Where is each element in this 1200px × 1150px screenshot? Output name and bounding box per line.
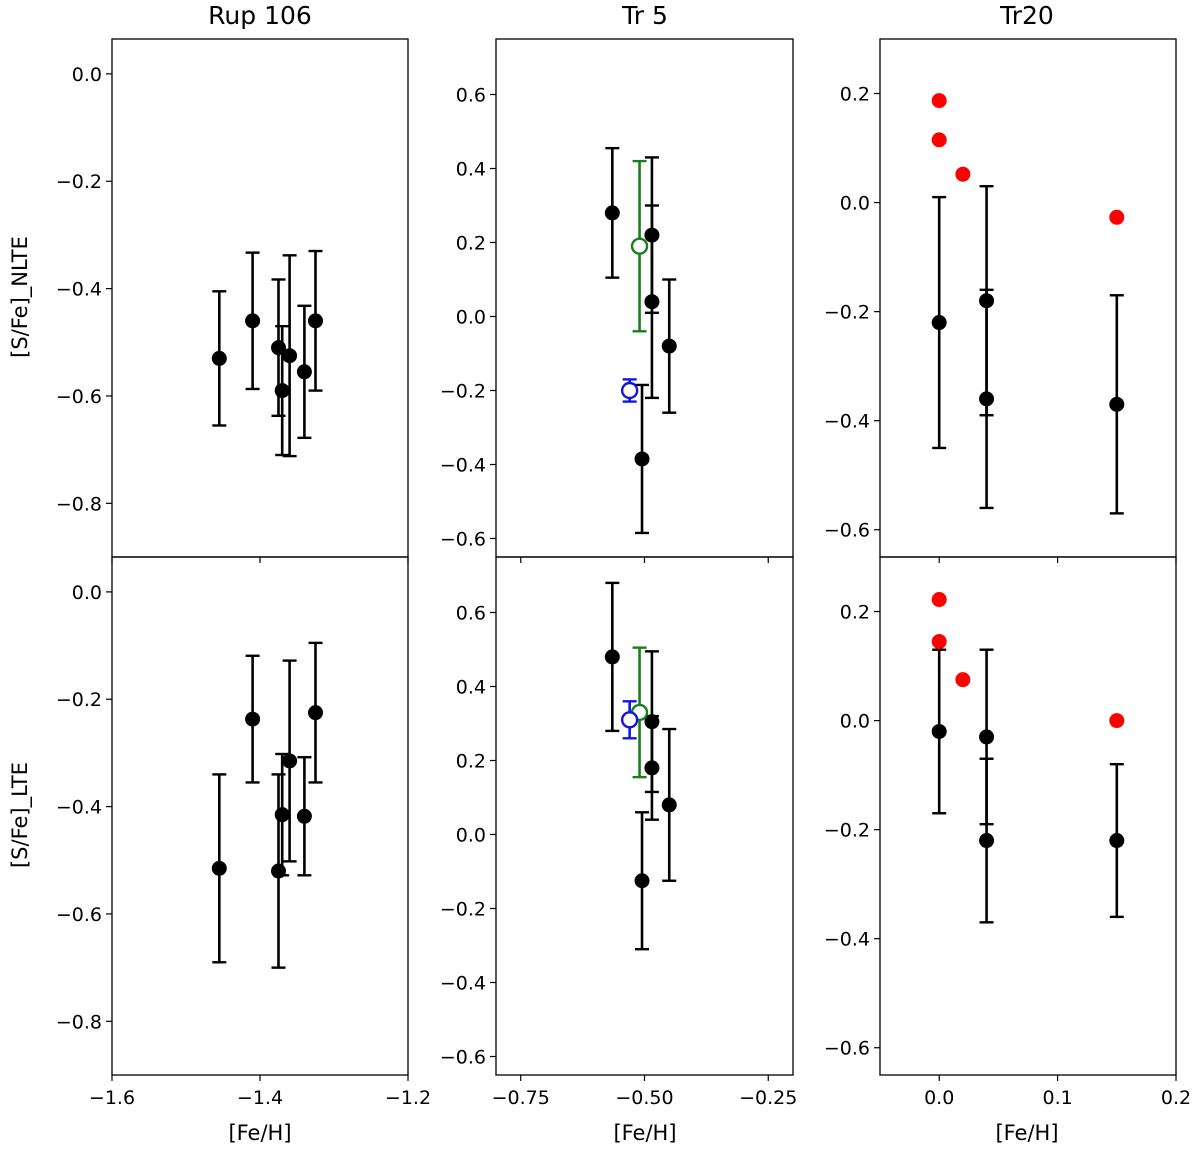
y-tick-label: 0.6 bbox=[456, 603, 486, 625]
y-tick-label: −0.4 bbox=[440, 973, 486, 995]
y-tick-label: 0.6 bbox=[456, 85, 486, 107]
y-tick-label: 0.0 bbox=[72, 582, 102, 604]
y-tick-label: −0.2 bbox=[824, 302, 870, 324]
y-tick-label: −0.8 bbox=[56, 493, 102, 515]
y-tick-label: 0.2 bbox=[456, 233, 486, 255]
comparison-red-point bbox=[955, 672, 971, 688]
y-tick-label: −0.4 bbox=[56, 279, 102, 301]
stars-point bbox=[634, 873, 650, 889]
column-title-rup106: Rup 106 bbox=[208, 1, 312, 30]
y-tick-label: −0.4 bbox=[824, 411, 870, 433]
x-tick-label: 0.1 bbox=[1042, 1087, 1072, 1109]
y-tick-label: −0.4 bbox=[440, 455, 486, 477]
column-title-tr20: Tr20 bbox=[999, 1, 1054, 30]
y-tick-label: 0.4 bbox=[456, 159, 486, 181]
panel-frame bbox=[879, 556, 1177, 1076]
y-tick-label: −0.2 bbox=[440, 899, 486, 921]
stars-point bbox=[604, 649, 620, 665]
panel-tr5-nlte: 0.6 0.4 0.2 0.0 −0.2 −0.4 −0.6 bbox=[440, 38, 794, 563]
y-tick-label: −0.6 bbox=[56, 904, 102, 926]
stars-point bbox=[1109, 396, 1125, 412]
column-title-tr5: Tr 5 bbox=[621, 1, 668, 30]
panel-rup106-lte: 0.0 −0.2 −0.4 −0.6 −0.8 −1.6 −1.4 −1.2 bbox=[56, 556, 431, 1109]
xlabel-tr5: [Fe/H] bbox=[613, 1121, 676, 1145]
stars-point bbox=[296, 364, 312, 380]
stars-point bbox=[979, 833, 995, 849]
y-tick-label: 0.2 bbox=[456, 751, 486, 773]
stars-point bbox=[245, 313, 261, 329]
stars-point bbox=[274, 383, 290, 399]
panel-rup106-nlte: 0.0 −0.2 −0.4 −0.6 −0.8 bbox=[56, 38, 409, 563]
y-tick-label: 0.4 bbox=[456, 677, 486, 699]
xlabel-tr20: [Fe/H] bbox=[995, 1121, 1058, 1145]
stars-point bbox=[979, 729, 995, 745]
stars-point bbox=[661, 338, 677, 354]
stars-point bbox=[211, 860, 227, 876]
stars-point bbox=[308, 313, 323, 329]
plot-area: 0.0 −0.2 −0.4 −0.6 −0.8 0.0 −0.2 −0.4 −0.6 −0.8 −1… bbox=[56, 38, 1191, 1109]
xlabel-rup106: [Fe/H] bbox=[228, 1121, 291, 1145]
stars-point bbox=[644, 760, 660, 776]
stars-point bbox=[274, 807, 290, 823]
stars-point bbox=[296, 808, 312, 824]
stars-point bbox=[604, 205, 620, 221]
y-tick-label: 0.0 bbox=[840, 711, 870, 733]
y-tick-label: −0.2 bbox=[440, 381, 486, 403]
comparison-red-point bbox=[955, 166, 971, 182]
comparison-red-point bbox=[931, 592, 947, 608]
stars-point bbox=[211, 350, 227, 366]
stars-point bbox=[1109, 833, 1125, 849]
panel-tr5-lte: 0.6 0.4 0.2 0.0 −0.2 −0.4 −0.6 −0.75 −0.50 −0.25 bbox=[440, 556, 797, 1109]
comparison-red-point bbox=[931, 634, 947, 650]
y-tick-label: 0.0 bbox=[72, 64, 102, 86]
stars-point bbox=[634, 451, 650, 467]
x-tick-label: 0.0 bbox=[924, 1087, 954, 1109]
y-tick-label: −0.6 bbox=[440, 1047, 486, 1069]
y-tick-label: −0.8 bbox=[56, 1011, 102, 1033]
stars-point bbox=[931, 723, 947, 739]
y-tick-label: −0.4 bbox=[824, 929, 870, 951]
comparison-red-point bbox=[931, 132, 947, 148]
y-tick-label: −0.6 bbox=[824, 1038, 870, 1060]
y-tick-label: −0.6 bbox=[440, 529, 486, 551]
literature-blue-point bbox=[620, 711, 639, 729]
stars-point bbox=[644, 294, 660, 310]
literature-blue-point bbox=[620, 381, 639, 400]
y-tick-label: −0.6 bbox=[824, 520, 870, 542]
stars-point bbox=[282, 348, 298, 364]
comparison-red-point bbox=[1109, 209, 1125, 225]
stars-point bbox=[979, 391, 995, 407]
y-tick-label: 0.2 bbox=[840, 602, 870, 624]
comparison-red-point bbox=[931, 93, 947, 109]
comparison-red-point bbox=[1109, 713, 1125, 729]
y-tick-label: −0.2 bbox=[824, 820, 870, 842]
row-ylabel-nlte: [S/Fe]_NLTE bbox=[8, 236, 33, 358]
y-tick-label: 0.0 bbox=[456, 307, 486, 329]
row-ylabel-lte: [S/Fe]_LTE bbox=[8, 762, 33, 868]
x-tick-label: −1.2 bbox=[385, 1087, 431, 1109]
y-tick-label: −0.6 bbox=[56, 386, 102, 408]
stars-point bbox=[931, 315, 947, 331]
x-tick-label: −0.75 bbox=[492, 1087, 550, 1109]
y-tick-label: −0.2 bbox=[56, 689, 102, 711]
y-tick-label: −0.2 bbox=[56, 171, 102, 193]
y-tick-label: −0.4 bbox=[56, 797, 102, 819]
literature-green-point bbox=[630, 237, 649, 255]
x-tick-label: −1.4 bbox=[237, 1087, 283, 1109]
x-tick-label: −1.6 bbox=[89, 1087, 135, 1109]
x-tick-label: −0.50 bbox=[615, 1087, 673, 1109]
panel-tr20-lte: 0.2 0.0 −0.2 −0.4 −0.6 0.0 0.1 0.2 bbox=[824, 556, 1191, 1109]
y-tick-label: 0.0 bbox=[840, 193, 870, 215]
y-tick-label: 0.0 bbox=[456, 825, 486, 847]
x-tick-label: −0.25 bbox=[739, 1087, 797, 1109]
y-tick-label: 0.2 bbox=[840, 84, 870, 106]
x-tick-label: 0.2 bbox=[1161, 1087, 1191, 1109]
stars-point bbox=[245, 711, 261, 727]
stars-point bbox=[282, 753, 298, 769]
stars-point bbox=[308, 705, 323, 721]
stars-point bbox=[661, 797, 677, 813]
